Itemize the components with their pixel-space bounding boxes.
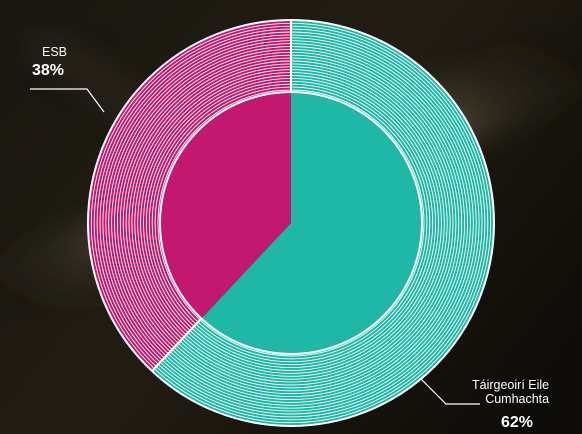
ring-inner-border: [159, 91, 423, 355]
slice-label-other-producers: Táirgeoirí Eile Cumhachta: [472, 378, 549, 406]
slice-label-line: Cumhachta: [485, 392, 550, 406]
leader-line-esb: [30, 88, 105, 113]
slice-label-line: ESB: [42, 45, 68, 59]
slice-other-producers: [150, 19, 495, 427]
leader-line-other-producers: [419, 377, 480, 405]
slice-value-esb: 38%: [32, 62, 65, 79]
ring-outer-border: [87, 19, 495, 427]
slice-label-esb: ESB: [42, 45, 67, 59]
slice-separator: [151, 317, 203, 372]
slice-label-line: Táirgeoirí Eile: [472, 378, 550, 392]
slice-value-other-producers: 62%: [501, 414, 534, 431]
